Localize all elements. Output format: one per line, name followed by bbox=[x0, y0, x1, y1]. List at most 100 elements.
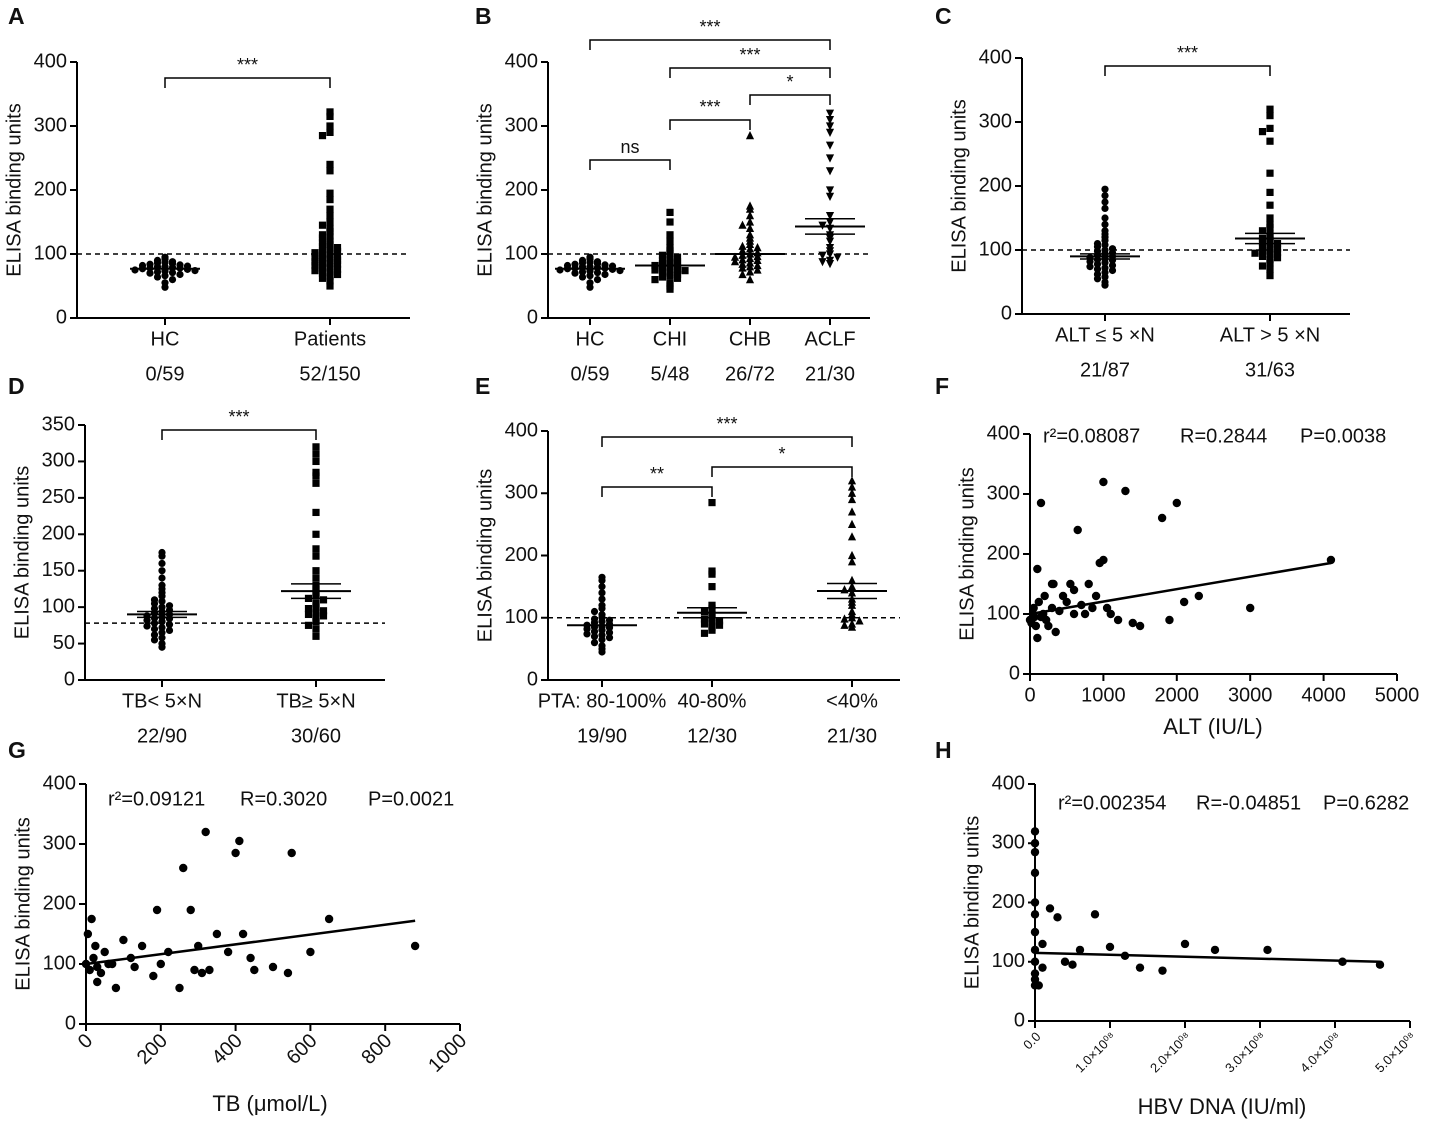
data-point bbox=[1157, 513, 1167, 523]
data-point bbox=[326, 240, 334, 248]
count-label: 5/48 bbox=[651, 363, 690, 385]
data-point bbox=[319, 607, 328, 615]
data-point bbox=[1080, 609, 1090, 619]
data-point bbox=[1258, 238, 1267, 246]
data-point bbox=[825, 116, 835, 125]
data-point bbox=[1258, 128, 1267, 136]
panel-letter: E bbox=[475, 373, 490, 399]
data-point bbox=[673, 270, 682, 279]
category-label: <40% bbox=[826, 690, 878, 712]
data-point bbox=[847, 557, 857, 566]
significance-label: *** bbox=[716, 414, 737, 434]
significance-label: *** bbox=[699, 97, 720, 117]
data-point bbox=[312, 545, 320, 553]
y-tick-label: 350 bbox=[42, 413, 75, 435]
data-point bbox=[738, 269, 747, 279]
significance-bracket bbox=[589, 39, 831, 50]
data-point bbox=[1030, 969, 1040, 978]
count-label: 12/30 bbox=[687, 725, 737, 747]
y-axis-label: ELISA binding units bbox=[961, 816, 983, 989]
data-point bbox=[847, 532, 857, 541]
data-point bbox=[186, 905, 195, 915]
y-tick-label: 100 bbox=[34, 242, 67, 264]
data-point bbox=[150, 631, 159, 639]
x-tick-label: 0.0 bbox=[1020, 1029, 1043, 1052]
category-label: 40-80% bbox=[678, 690, 747, 712]
data-point bbox=[318, 234, 327, 242]
y-axis-label: ELISA binding units bbox=[956, 467, 978, 640]
x-tick-label: 5.0×10⁰⁸ bbox=[1372, 1029, 1419, 1076]
significance-label: * bbox=[778, 444, 785, 464]
data-point bbox=[1036, 612, 1046, 622]
data-point bbox=[1266, 265, 1274, 273]
panel-letter: F bbox=[935, 373, 949, 399]
significance-bracket bbox=[1104, 65, 1271, 76]
data-point bbox=[825, 141, 835, 150]
data-point bbox=[318, 251, 327, 259]
data-point bbox=[150, 599, 159, 608]
data-point bbox=[666, 259, 674, 267]
data-point bbox=[326, 259, 334, 267]
x-tick-label: 400 bbox=[208, 1030, 247, 1069]
data-point bbox=[158, 597, 166, 605]
data-point bbox=[745, 211, 755, 220]
data-point bbox=[583, 625, 591, 633]
y-axis-label: ELISA binding units bbox=[3, 103, 25, 276]
y-tick-label: 300 bbox=[979, 110, 1012, 132]
data-point bbox=[825, 167, 835, 176]
data-point bbox=[556, 266, 564, 274]
data-point bbox=[1263, 945, 1272, 955]
stat-annotation: r²=0.09121 bbox=[108, 788, 205, 810]
data-point bbox=[318, 255, 327, 263]
data-point bbox=[590, 627, 599, 636]
significance-bracket bbox=[601, 436, 853, 447]
data-point bbox=[598, 583, 606, 591]
stat-annotation: R=0.2844 bbox=[1180, 425, 1267, 447]
data-point bbox=[847, 488, 857, 497]
data-point bbox=[1101, 198, 1109, 206]
data-point bbox=[311, 258, 319, 266]
data-point bbox=[715, 617, 724, 625]
count-label: 0/59 bbox=[146, 363, 185, 385]
data-point bbox=[847, 476, 857, 485]
significance-bracket bbox=[164, 77, 331, 88]
x-tick-label: 1.0×10⁰⁸ bbox=[1072, 1029, 1119, 1076]
data-point bbox=[666, 255, 674, 263]
panel-letter: A bbox=[8, 3, 25, 29]
significance-label: ns bbox=[620, 137, 639, 157]
data-point bbox=[304, 621, 313, 629]
y-tick-label: 0 bbox=[1009, 662, 1020, 684]
data-point bbox=[161, 283, 169, 291]
data-point bbox=[666, 272, 674, 280]
data-point bbox=[1113, 615, 1123, 625]
data-point bbox=[598, 576, 606, 585]
data-point bbox=[156, 959, 165, 969]
data-point bbox=[287, 848, 296, 858]
data-point bbox=[583, 630, 591, 638]
data-point bbox=[304, 610, 313, 619]
data-point bbox=[1036, 498, 1046, 508]
data-point bbox=[745, 244, 755, 253]
x-axis-label: TB (μmol/L) bbox=[212, 1091, 327, 1116]
y-tick-label: 0 bbox=[1014, 1009, 1025, 1031]
x-tick-label: 600 bbox=[283, 1030, 322, 1069]
data-point bbox=[1034, 597, 1044, 607]
data-point bbox=[150, 636, 159, 644]
x-tick-label: 2000 bbox=[1155, 684, 1200, 706]
y-tick-label: 300 bbox=[34, 114, 67, 136]
significance-label: *** bbox=[739, 45, 760, 65]
data-point bbox=[673, 265, 682, 273]
data-point bbox=[855, 616, 864, 625]
data-point bbox=[745, 223, 755, 232]
data-point bbox=[311, 261, 319, 270]
data-point bbox=[318, 221, 327, 229]
data-point bbox=[825, 250, 835, 259]
data-point bbox=[753, 255, 762, 264]
x-tick-label: 2.0×10⁰⁸ bbox=[1147, 1029, 1194, 1076]
data-point bbox=[847, 494, 857, 504]
data-point bbox=[1210, 945, 1220, 955]
data-point bbox=[745, 262, 755, 271]
data-point bbox=[85, 965, 94, 975]
data-point bbox=[1101, 192, 1109, 200]
data-point bbox=[605, 634, 614, 642]
